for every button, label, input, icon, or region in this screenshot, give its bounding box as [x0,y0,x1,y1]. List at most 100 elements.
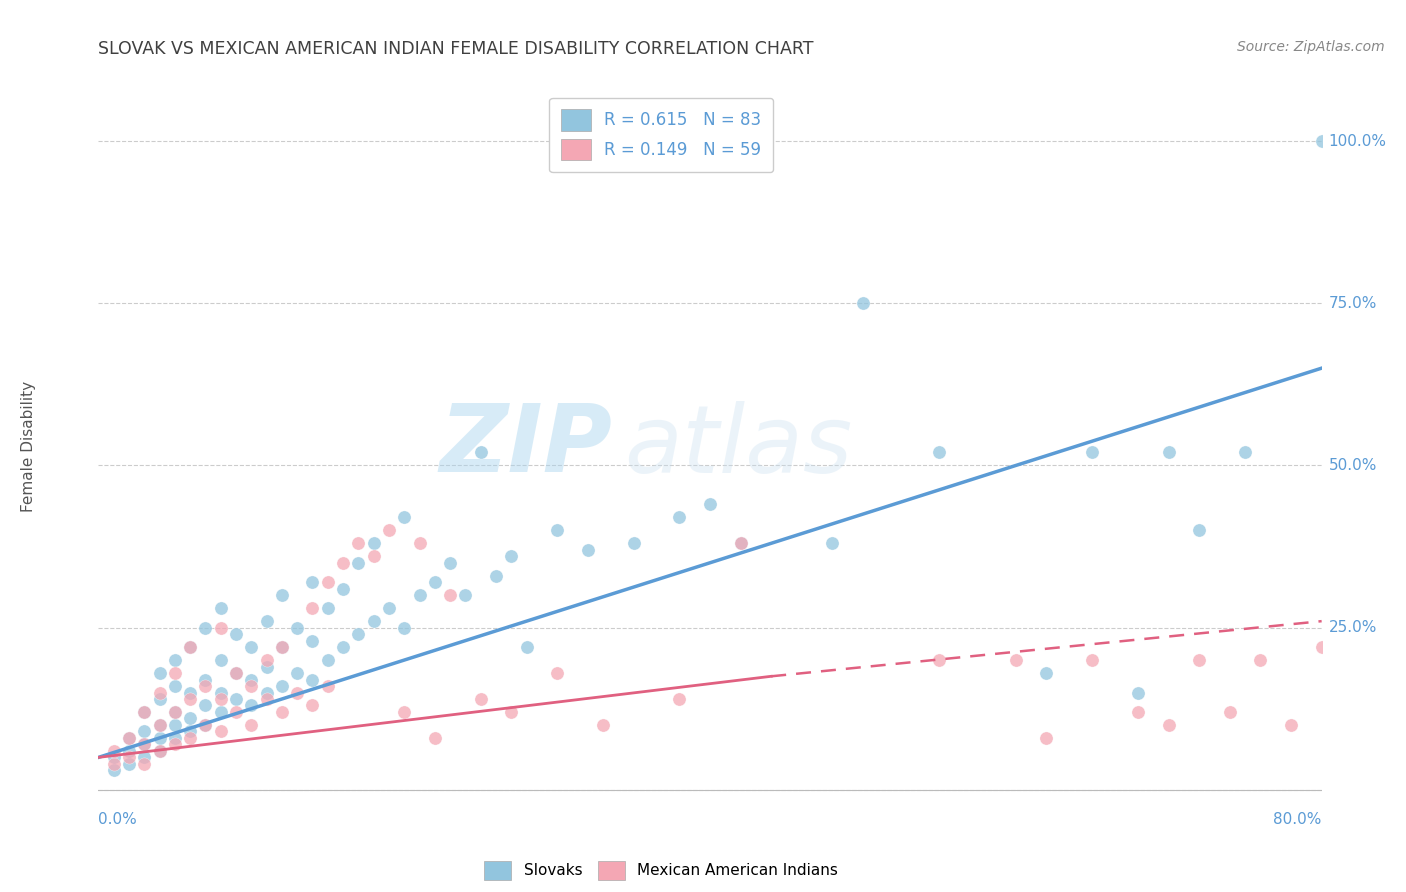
Point [209,621,232,635]
Point [285,621,308,635]
Point [134,738,156,752]
Point [149,692,172,706]
Point [928,445,950,459]
Point [1081,445,1104,459]
Point [240,718,263,732]
Point [256,685,278,699]
Point [149,685,172,699]
Point [316,575,339,590]
Legend: Slovaks, Mexican American Indians: Slovaks, Mexican American Indians [477,853,846,888]
Text: 80.0%: 80.0% [1274,812,1322,827]
Point [240,673,263,687]
Point [256,659,278,673]
Point [209,653,232,667]
Point [347,536,370,550]
Point [668,692,690,706]
Point [209,724,232,739]
Point [179,711,201,725]
Point [149,718,172,732]
Point [118,731,141,745]
Text: SLOVAK VS MEXICAN AMERICAN INDIAN FEMALE DISABILITY CORRELATION CHART: SLOVAK VS MEXICAN AMERICAN INDIAN FEMALE… [98,40,814,58]
Point [592,718,614,732]
Point [194,718,217,732]
Point [179,724,201,739]
Point [270,705,292,719]
Point [225,692,247,706]
Point [699,497,721,511]
Point [209,601,232,615]
Point [1081,653,1104,667]
Point [301,575,323,590]
Point [134,705,156,719]
Point [668,510,690,524]
Point [332,556,354,570]
Point [378,524,401,538]
Point [179,685,201,699]
Point [149,718,172,732]
Point [134,738,156,752]
Point [163,653,186,667]
Point [209,692,232,706]
Point [301,601,323,615]
Point [347,627,370,641]
Point [454,588,477,602]
Point [163,705,186,719]
Point [316,679,339,693]
Point [270,679,292,693]
Text: Female Disability: Female Disability [21,380,35,512]
Text: 25.0%: 25.0% [1329,620,1376,635]
Point [1157,445,1180,459]
Point [423,575,446,590]
Point [240,679,263,693]
Point [163,666,186,681]
Point [470,692,492,706]
Point [730,536,752,550]
Point [332,582,354,596]
Point [470,445,492,459]
Point [316,653,339,667]
Point [209,705,232,719]
Point [347,556,370,570]
Point [1279,718,1302,732]
Point [363,549,385,564]
Point [149,666,172,681]
Point [1234,445,1257,459]
Point [408,588,430,602]
Point [1188,653,1211,667]
Point [118,756,141,771]
Point [316,601,339,615]
Point [225,705,247,719]
Point [852,296,875,310]
Point [163,679,186,693]
Point [285,666,308,681]
Point [363,536,385,550]
Point [439,588,461,602]
Point [163,718,186,732]
Point [194,698,217,713]
Point [194,621,217,635]
Point [1004,653,1026,667]
Text: 100.0%: 100.0% [1329,134,1386,149]
Point [378,601,401,615]
Point [225,666,247,681]
Point [928,653,950,667]
Point [623,536,645,550]
Point [134,756,156,771]
Point [134,724,156,739]
Point [392,510,416,524]
Point [149,744,172,758]
Point [821,536,844,550]
Point [332,640,354,654]
Point [209,685,232,699]
Point [134,705,156,719]
Point [301,633,323,648]
Point [194,673,217,687]
Point [240,698,263,713]
Point [546,666,568,681]
Point [103,750,125,764]
Point [439,556,461,570]
Point [149,731,172,745]
Point [179,692,201,706]
Point [163,705,186,719]
Text: ZIP: ZIP [439,400,612,492]
